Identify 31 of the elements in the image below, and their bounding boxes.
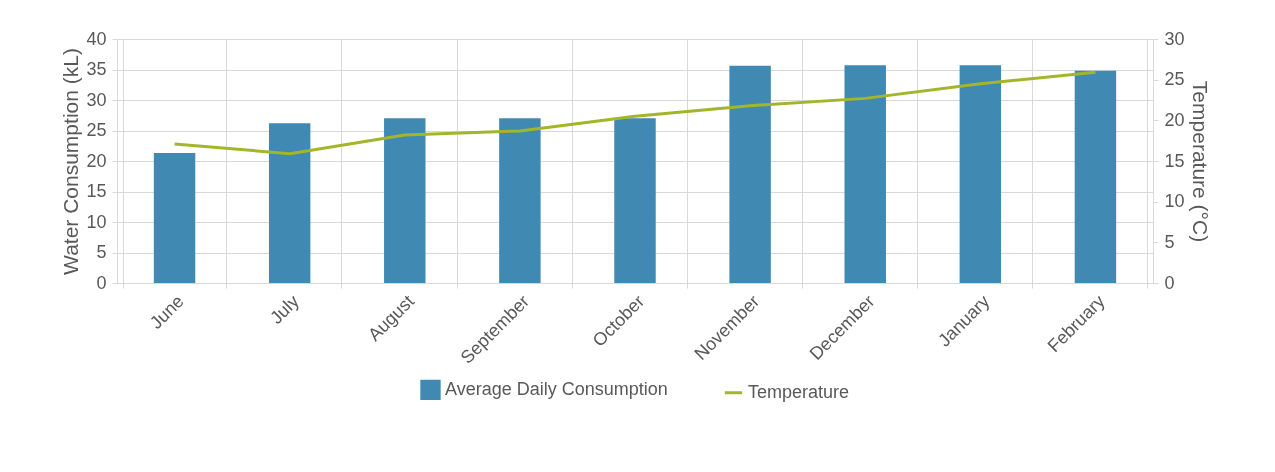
y2-axis-title: Temperature (°C) — [1188, 80, 1212, 243]
y-tick-label: 35 — [86, 59, 107, 79]
y-tick-label: 30 — [86, 89, 107, 110]
legend-label: Average Daily Consumption — [445, 378, 668, 399]
y2-tick-label: 10 — [1164, 191, 1185, 212]
y2-tick-label: 0 — [1164, 272, 1175, 293]
y-tick-label: 20 — [86, 150, 107, 171]
bar — [1074, 70, 1117, 283]
bar — [844, 65, 886, 283]
y2-tick-label: 25 — [1164, 69, 1185, 90]
y-tick-label: 15 — [86, 181, 107, 201]
bar — [153, 153, 196, 283]
y-tick-label: 0 — [96, 272, 107, 293]
y-tick-label: 25 — [86, 120, 107, 140]
y-tick-label: 5 — [96, 242, 107, 262]
y2-tick-label: 30 — [1164, 28, 1185, 49]
line-series — [173, 70, 1097, 156]
bar — [499, 118, 541, 283]
bar — [384, 118, 426, 283]
bar — [614, 118, 656, 283]
bar — [729, 65, 771, 283]
y-axis-title: Water Consumption (kL) — [59, 48, 83, 275]
y-tick-label: 10 — [86, 211, 107, 232]
legend-label: Temperature — [748, 381, 850, 402]
x-tick-label: July — [266, 291, 303, 328]
y-tick-label: 40 — [86, 28, 107, 49]
y2-tick-label: 20 — [1164, 109, 1185, 130]
bar — [959, 65, 1002, 283]
bar — [268, 123, 311, 283]
y2-tick-label: 5 — [1164, 231, 1175, 252]
y2-tick-label: 15 — [1164, 150, 1185, 171]
